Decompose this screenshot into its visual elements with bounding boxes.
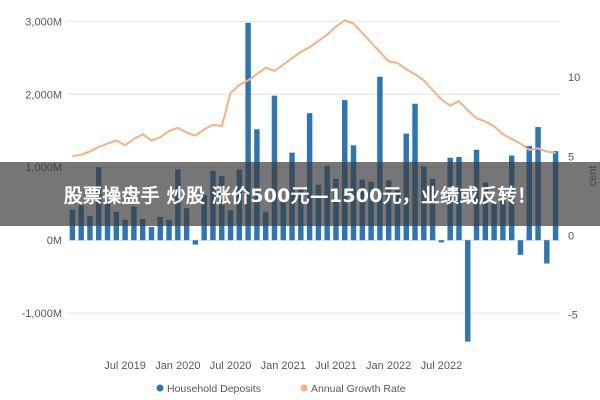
right-tick-label: 0 [568,230,574,242]
x-axis-ticks: Jul 2019 Jan 2020 Jul 2020 Jan 2021 Jul 2021… [104,360,462,372]
left-tick-label: 0M [47,235,62,247]
left-tick-label: 3,000M [25,16,62,28]
legend-label-household-deposits: Household Deposits [167,383,261,395]
x-tick-label: Jul 2021 [315,360,357,372]
legend: Household Deposits Annual Growth Rate [156,383,406,395]
growth-rate-line [72,19,556,158]
right-axis-ticks: -5 0 5 10 [568,72,580,321]
x-tick-label: Jul 2019 [104,360,146,372]
bar [148,227,155,241]
bar [122,219,128,241]
overlay-banner: 股票操盘手 炒股 涨价500元—1500元，业绩或反转！ [0,162,600,226]
bar [438,240,445,243]
x-tick-label: Jan 2022 [366,360,411,372]
right-tick-label: 10 [568,72,580,84]
left-tick-label: -1,000M [22,308,62,320]
bar [139,219,146,241]
bar [245,22,251,241]
bar [192,240,199,245]
bar [465,240,471,342]
right-tick-label: 5 [568,151,574,163]
bar [377,76,383,241]
line-series-annual-growth-rate [72,19,556,158]
bar [166,219,172,241]
x-tick-label: Jan 2021 [261,360,306,372]
bar [517,240,524,255]
x-tick-label: Jul 2020 [210,360,252,372]
legend-marker-household-deposits [156,384,164,392]
bar [87,216,93,241]
bar [157,216,163,241]
legend-label-annual-growth-rate: Annual Growth Rate [311,383,406,395]
right-tick-label: -5 [568,309,578,321]
banner-text: 股票操盘手 炒股 涨价500元—1500元，业绩或反转！ [63,184,537,207]
x-tick-label: Jan 2020 [155,360,200,372]
bar [544,240,550,264]
left-tick-label: 2,000M [25,89,62,101]
x-tick-label: Jul 2022 [421,360,463,372]
legend-marker-annual-growth-rate [300,384,308,392]
